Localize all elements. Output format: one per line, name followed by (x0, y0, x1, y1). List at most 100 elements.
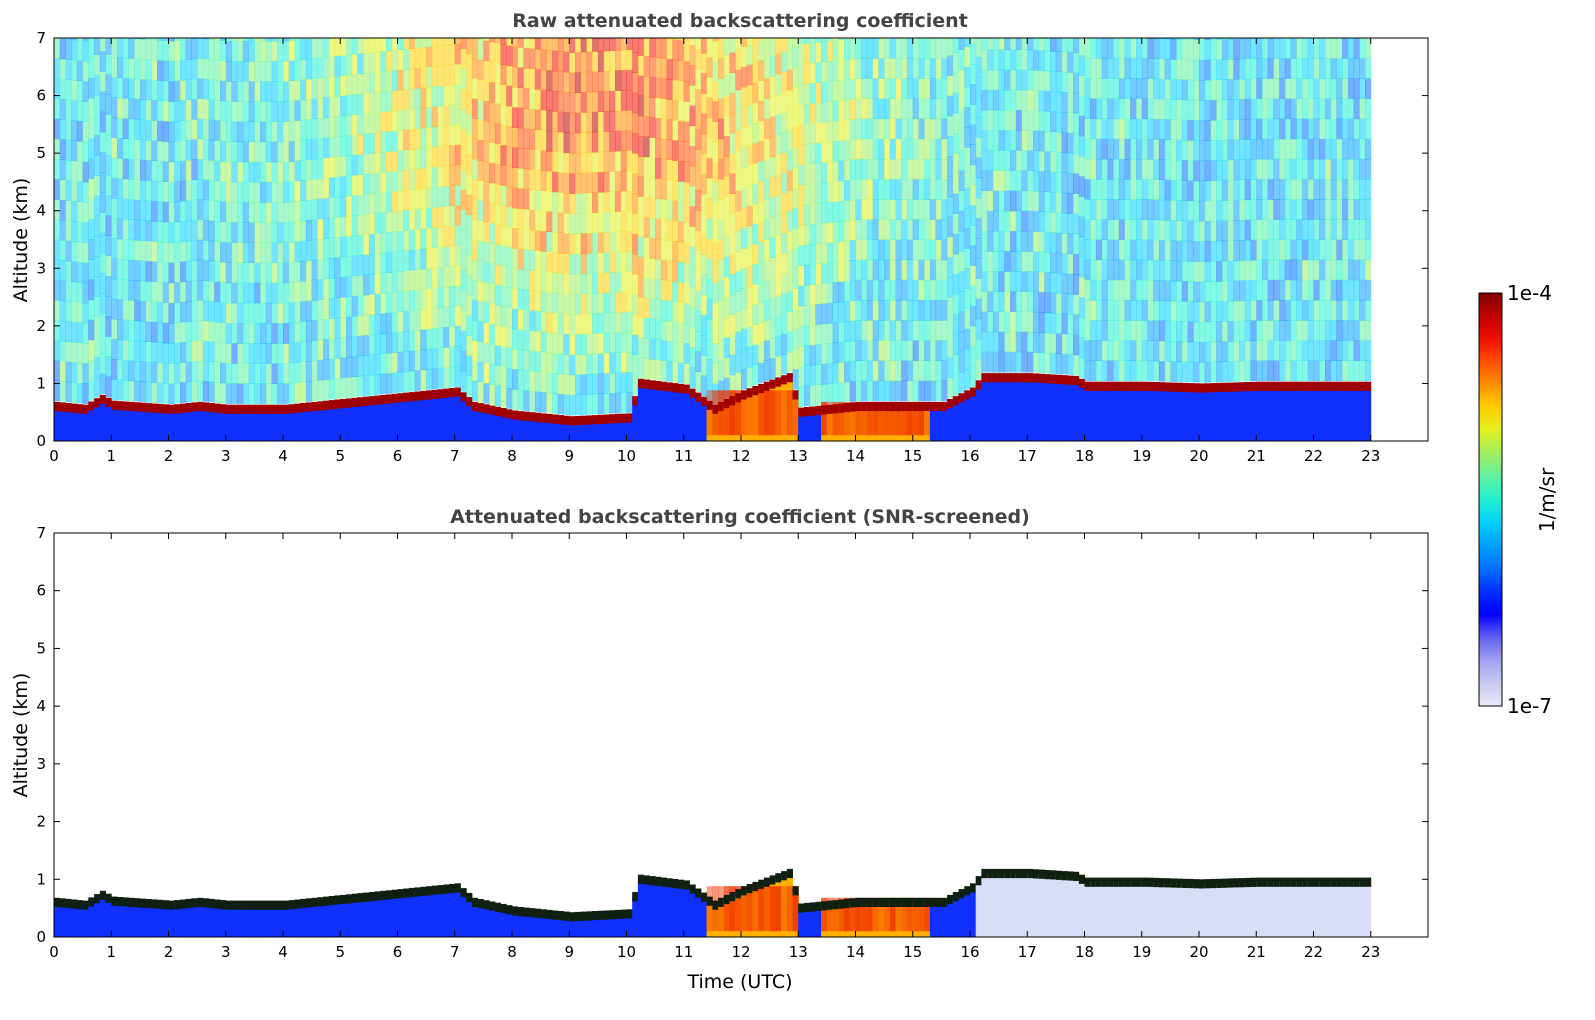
backscatter-cell (351, 74, 358, 95)
backscatter-cell (534, 48, 542, 70)
backscatter-cell (907, 78, 914, 99)
backscatter-cell (723, 196, 730, 217)
backscatter-cell (1164, 38, 1171, 40)
backscatter-cell (1130, 158, 1137, 180)
backscatter-cell (328, 378, 335, 400)
backscatter-cell (1244, 139, 1251, 160)
backscatter-cell (838, 160, 845, 182)
backscatter-cell (294, 100, 301, 121)
backscatter-cell (117, 138, 124, 159)
boundary-layer-cell (615, 418, 622, 441)
backscatter-cell (546, 150, 553, 172)
backscatter-cell (786, 190, 793, 212)
cloud-layer-cell (494, 406, 501, 416)
backscatter-cell (105, 275, 112, 297)
backscatter-cell (380, 212, 387, 234)
backscatter-cell (1193, 120, 1200, 141)
boundary-layer-cell (672, 387, 679, 441)
boundary-layer-cell (408, 396, 416, 441)
backscatter-cell (1021, 130, 1028, 151)
backscatter-cell (981, 38, 988, 50)
backscatter-cell (1027, 150, 1034, 171)
backscatter-cell (1279, 199, 1286, 220)
backscatter-cell (128, 360, 135, 382)
backscatter-cell (437, 367, 444, 389)
backscatter-cell (512, 107, 519, 128)
backscatter-cell (88, 198, 95, 220)
backscatter-cell (334, 358, 341, 379)
backscatter-cell (1033, 352, 1040, 373)
backscatter-cell (220, 141, 227, 162)
boundary-layer-cell (512, 911, 519, 937)
backscatter-cell (1216, 240, 1223, 262)
boundary-layer-cell (317, 901, 324, 937)
backscatter-cell (185, 39, 192, 60)
backscatter-cell (185, 260, 192, 282)
backscatter-cell (706, 97, 713, 118)
backscatter-cell (500, 225, 507, 247)
cloud-layer-cell (454, 387, 461, 397)
backscatter-cell (1181, 160, 1188, 181)
backscatter-cell (214, 261, 221, 283)
backscatter-cell (1158, 360, 1166, 382)
backscatter-cell (804, 365, 811, 387)
backscatter-cell (420, 208, 427, 230)
backscatter-cell (895, 38, 902, 59)
backscatter-cell (420, 148, 427, 169)
backscatter-cell (225, 242, 232, 263)
cloud-layer-cell (1239, 382, 1246, 392)
backscatter-cell (460, 129, 467, 150)
cloud-layer-cell (449, 388, 456, 398)
backscatter-cell (489, 61, 496, 83)
cloud-layer-cell (368, 892, 376, 902)
cloud-layer-cell (403, 888, 410, 898)
backscatter-cell (929, 58, 937, 79)
boundary-layer-cell (231, 409, 238, 441)
backscatter-cell (912, 179, 919, 200)
backscatter-cell (1302, 98, 1309, 120)
boundary-layer-cell (557, 915, 564, 937)
backscatter-cell (443, 347, 450, 368)
backscatter-cell (1307, 199, 1314, 220)
backscatter-cell (368, 314, 376, 335)
backscatter-cell (866, 98, 874, 120)
backscatter-cell (1319, 158, 1326, 180)
cloud-layer-cell (769, 379, 776, 389)
backscatter-cell (300, 361, 307, 383)
backscatter-cell (987, 291, 994, 312)
backscatter-cell (363, 173, 370, 195)
cloud-layer-cell (139, 402, 147, 412)
backscatter-cell (1347, 360, 1355, 382)
cloud-layer-cell (534, 908, 542, 918)
boundary-layer-cell (1204, 387, 1211, 441)
backscatter-cell (168, 81, 175, 102)
backscatter-cell (798, 43, 805, 65)
backscatter-cell (363, 335, 370, 356)
backscatter-cell (540, 230, 547, 252)
backscatter-cell (1141, 360, 1148, 382)
backscatter-cell (758, 38, 765, 41)
boundary-layer-cell (695, 397, 702, 441)
backscatter-cell (1095, 98, 1103, 120)
backscatter-cell (557, 252, 564, 274)
backscatter-cell (248, 61, 255, 82)
backscatter-cell (884, 259, 891, 281)
high-signal-cell (718, 390, 725, 436)
high-signal-cell (844, 401, 851, 436)
backscatter-cell (185, 119, 192, 141)
cloud-layer-cell (1256, 381, 1263, 391)
backscatter-cell (723, 135, 730, 157)
boundary-layer-cell (1359, 386, 1366, 441)
boundary-layer-cell (540, 418, 547, 441)
backscatter-cell (832, 120, 839, 142)
backscatter-cell (1325, 340, 1332, 361)
backscatter-cell (94, 296, 101, 317)
backscatter-cell (775, 275, 782, 297)
backscatter-cell (1290, 98, 1297, 120)
cloud-layer-cell (1044, 374, 1051, 384)
backscatter-cell (368, 354, 376, 376)
backscatter-cell (208, 99, 215, 121)
backscatter-cell (947, 357, 954, 379)
backscatter-cell (180, 80, 187, 101)
backscatter-cell (592, 131, 599, 153)
